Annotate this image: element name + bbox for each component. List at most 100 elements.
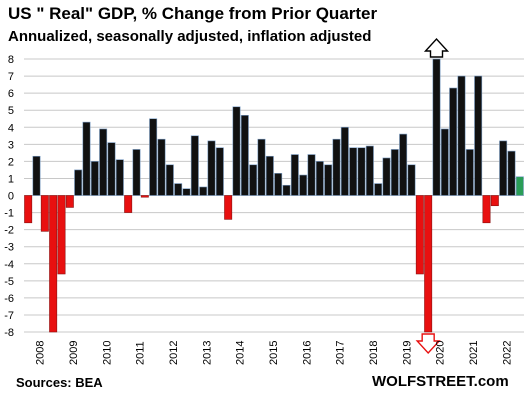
y-tick-label: -2 [4, 225, 14, 237]
gdp-bar [49, 195, 58, 333]
gdp-bar [132, 149, 141, 196]
gdp-bar [40, 195, 49, 232]
source-note: Sources: BEA [16, 375, 103, 390]
gdp-bar [149, 118, 158, 196]
x-tick-label: 2008 [35, 341, 47, 365]
gdp-bar [407, 164, 416, 196]
gdp-bar [474, 75, 483, 196]
gdp-bar [74, 169, 83, 196]
watermark: WOLFSTREET.com [372, 373, 509, 390]
gdp-bar [340, 126, 349, 196]
x-tick-label: 2012 [168, 341, 180, 365]
y-tick-label: 7 [8, 71, 14, 83]
y-tick-label: 3 [8, 139, 14, 151]
gdp-bar [490, 195, 499, 207]
gdp-bar [57, 195, 66, 275]
gdp-bar [349, 147, 358, 196]
gdp-bar [107, 142, 116, 196]
gdp-bar [115, 159, 124, 196]
x-axis-labels: 2008 2009 2010 2011 2012 2013 2014 2015 2016 2017… [35, 341, 514, 365]
y-tick-label: 2 [8, 156, 14, 168]
gdp-bar [182, 188, 191, 196]
gdp-bar [282, 184, 291, 196]
x-tick-label: 2011 [135, 341, 147, 365]
y-tick-label: -6 [4, 293, 14, 305]
y-tick-label: -7 [4, 310, 14, 322]
gdp-bar [290, 154, 299, 196]
gdp-bar [507, 150, 516, 196]
gdp-bar [65, 195, 74, 208]
gdp-bar [424, 195, 433, 333]
gridlines [24, 58, 524, 333]
y-tick-label: 4 [8, 122, 14, 134]
gdp-bar [199, 186, 208, 196]
gdp-bar [174, 183, 183, 196]
y-tick-label: -3 [4, 242, 14, 254]
gdp-bar [232, 106, 241, 196]
x-tick-label: 2015 [268, 341, 280, 365]
gdp-bar [157, 138, 166, 196]
x-tick-label: 2010 [101, 341, 113, 365]
gdp-bar [240, 115, 249, 196]
gdp-bar [399, 133, 408, 196]
y-tick-label: 0 [8, 191, 14, 203]
x-tick-label: 2017 [335, 341, 347, 365]
x-tick-label: 2018 [368, 341, 380, 365]
y-tick-label: 8 [8, 54, 14, 66]
gdp-bar [274, 173, 283, 196]
gdp-bar [299, 174, 308, 196]
gdp-bar [257, 138, 266, 196]
clip-down-arrow [415, 333, 441, 355]
y-tick-label: -4 [4, 259, 14, 271]
x-tick-label: 2013 [201, 341, 213, 365]
gdp-bar [190, 135, 199, 196]
clip-arrows [415, 37, 450, 355]
gdp-bar [215, 147, 224, 196]
x-tick-label: 2020 [435, 341, 447, 365]
gdp-bar [224, 195, 233, 220]
y-tick-label: -5 [4, 276, 14, 288]
gdp-bar [24, 195, 33, 224]
gdp-bar [249, 164, 258, 196]
gdp-bar [82, 121, 91, 196]
y-tick-label: 6 [8, 88, 14, 100]
x-tick-label: 2021 [468, 341, 480, 365]
gdp-bar [482, 195, 491, 224]
gdp-bar [374, 183, 383, 196]
gdp-bar [449, 87, 458, 196]
gdp-bar [457, 75, 466, 196]
gdp-bar [265, 155, 274, 196]
gdp-bar [90, 161, 99, 196]
x-tick-label: 2009 [68, 341, 80, 365]
bar-series [24, 58, 524, 333]
clip-up-arrow [423, 37, 450, 58]
gdp-bar [324, 164, 333, 196]
gdp-bar [99, 128, 108, 196]
gdp-bar [357, 147, 366, 196]
gdp-bar [124, 195, 133, 213]
y-tick-label: -8 [4, 327, 14, 339]
gdp-bar [465, 149, 474, 196]
gdp-bar [499, 140, 508, 196]
gdp-bar [315, 161, 324, 196]
gdp-bar [365, 145, 374, 196]
y-tick-label: -1 [4, 208, 14, 220]
y-tick-label: 1 [8, 173, 14, 185]
chart-subtitle: Annualized, seasonally adjusted, inflati… [8, 28, 372, 45]
y-tick-label: 5 [8, 105, 14, 117]
x-tick-label: 2016 [301, 341, 313, 365]
x-tick-label: 2019 [401, 341, 413, 365]
gdp-bar [332, 138, 341, 196]
gdp-bar [140, 195, 149, 198]
gdp-bar [32, 155, 41, 196]
gdp-bar [440, 128, 449, 196]
gdp-bar [390, 149, 399, 196]
x-tick-label: 2014 [235, 341, 247, 365]
chart-title: US " Real" GDP, % Change from Prior Quar… [8, 4, 378, 23]
gdp-bar [432, 58, 441, 196]
y-axis-labels: -8 -7 -6 -5 -4 -3 -2 -1 0 1 2 3 4 5 6 7 8 [4, 54, 14, 339]
gdp-bar [382, 157, 391, 196]
x-tick-label: 2022 [501, 341, 513, 365]
gdp-bar [207, 140, 216, 196]
